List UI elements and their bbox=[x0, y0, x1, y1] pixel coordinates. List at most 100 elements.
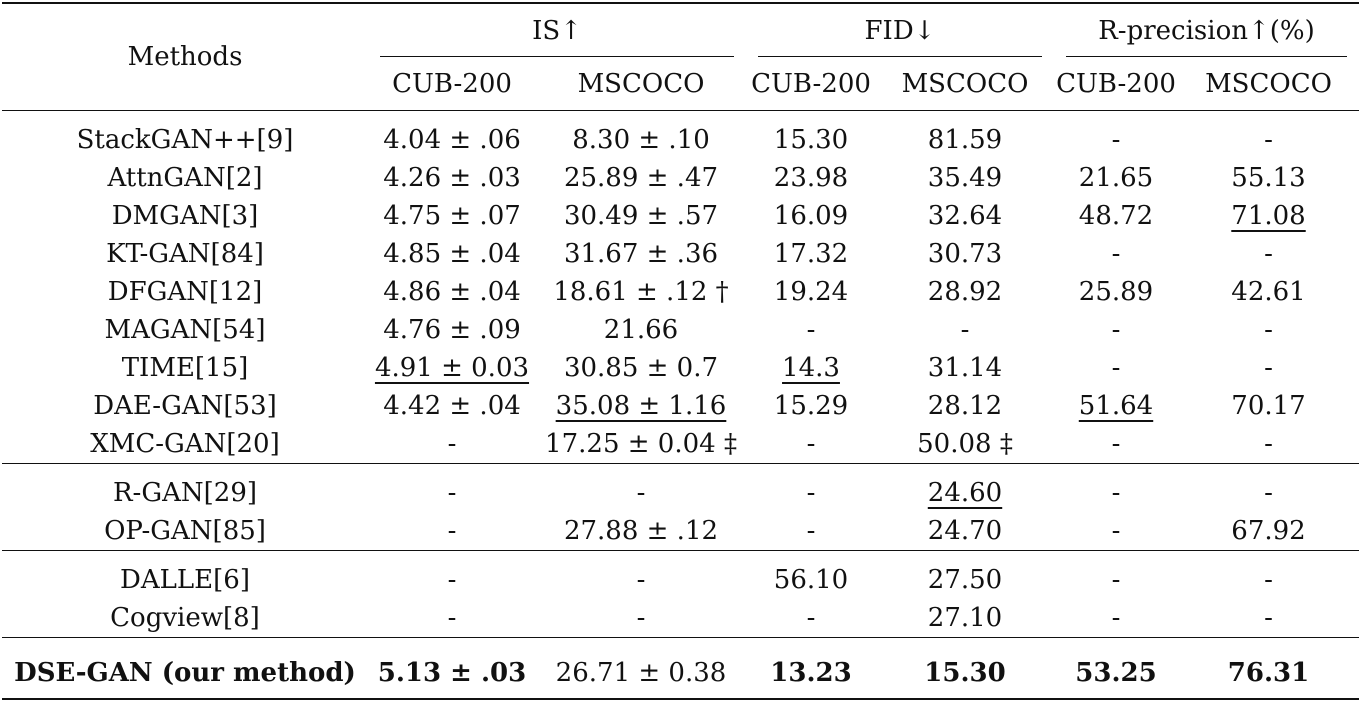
value-cell: - bbox=[1054, 561, 1178, 599]
value-cell: 15.30 bbox=[876, 648, 1054, 700]
value-cell: 53.25 bbox=[1054, 648, 1178, 700]
value-cell: 5.13 ± .03 bbox=[368, 648, 536, 700]
subheader-fid-mscoco: MSCOCO bbox=[901, 68, 1029, 99]
cell-value: 4.91 ± 0.03 bbox=[374, 353, 530, 383]
table-row: DFGAN[12] 4.86 ± .04 18.61 ± .12 † 19.24 28.… bbox=[2, 273, 1359, 311]
cell-value: - bbox=[1264, 125, 1273, 155]
value-cell: 4.26 ± .03 bbox=[368, 159, 536, 197]
value-cell: 15.29 bbox=[746, 387, 876, 425]
value-cell: - bbox=[1054, 474, 1178, 512]
cell-value: - bbox=[1111, 315, 1121, 345]
value-cell: 56.10 bbox=[746, 561, 876, 599]
table-row: OP-GAN[85] - 27.88 ± .12 - 24.70 - 67.92 bbox=[2, 512, 1359, 551]
cell-value: - bbox=[1264, 429, 1273, 459]
cell-value: - bbox=[806, 315, 816, 345]
value-cell: 71.08 bbox=[1178, 197, 1359, 235]
divider-cell bbox=[536, 637, 746, 648]
subheader-is-mscoco: MSCOCO bbox=[577, 68, 705, 99]
value-cell: 4.75 ± .07 bbox=[368, 197, 536, 235]
value-cell: 48.72 bbox=[1054, 197, 1178, 235]
cell-value: - bbox=[806, 603, 816, 633]
cell-value: 27.10 bbox=[927, 603, 1003, 633]
subheader-rp-cub: CUB-200 bbox=[1056, 68, 1176, 99]
cell-value: - bbox=[636, 603, 646, 633]
divider-cell bbox=[2, 637, 368, 648]
section-divider bbox=[2, 637, 1359, 648]
value-cell: 17.32 bbox=[746, 235, 876, 273]
group-rule bbox=[758, 56, 1042, 57]
cell-value: 17.32 bbox=[773, 239, 849, 269]
value-cell: 50.08 ‡ bbox=[876, 425, 1054, 464]
value-cell: 42.61 bbox=[1178, 273, 1359, 311]
cell-value: 42.61 bbox=[1231, 277, 1306, 307]
value-cell: 31.67 ± .36 bbox=[536, 235, 746, 273]
value-cell: 13.23 bbox=[746, 648, 876, 700]
divider-cell bbox=[746, 463, 876, 474]
cell-value: - bbox=[1111, 429, 1121, 459]
divider-cell bbox=[1054, 463, 1178, 474]
cell-value: - bbox=[447, 429, 457, 459]
value-cell: - bbox=[1054, 599, 1178, 638]
cell-value: - bbox=[1264, 353, 1273, 383]
cell-value: 25.89 ± .47 bbox=[563, 163, 719, 193]
cell-value: 19.24 bbox=[773, 277, 849, 307]
value-cell: - bbox=[1178, 349, 1359, 387]
value-cell: 25.89 bbox=[1054, 273, 1178, 311]
cell-value: 14.3 bbox=[782, 353, 840, 383]
divider-cell bbox=[2, 110, 368, 121]
cell-value: 21.66 bbox=[603, 315, 679, 345]
group-header-fid: FID↓ bbox=[746, 3, 1054, 57]
value-cell: - bbox=[536, 474, 746, 512]
cell-value: 30.73 bbox=[927, 239, 1003, 269]
cell-value: - bbox=[1264, 478, 1273, 508]
method-name: OP-GAN[85] bbox=[104, 516, 266, 546]
group-rule bbox=[1066, 56, 1347, 57]
group-rule bbox=[380, 56, 734, 57]
value-cell: 70.17 bbox=[1178, 387, 1359, 425]
value-cell: 55.13 bbox=[1178, 159, 1359, 197]
value-cell: 24.70 bbox=[876, 512, 1054, 551]
cell-value: 71.08 bbox=[1231, 201, 1306, 231]
cell-value: 48.72 bbox=[1078, 201, 1154, 231]
value-cell: 35.08 ± 1.16 bbox=[536, 387, 746, 425]
table-row: Cogview[8] - - - 27.10 - - bbox=[2, 599, 1359, 638]
cell-value: 4.85 ± .04 bbox=[383, 239, 521, 269]
cell-value: 4.86 ± .04 bbox=[383, 277, 521, 307]
header-row-groups: Methods IS↑ FID↓ R-precision↑(%) bbox=[2, 3, 1359, 70]
value-cell: 4.76 ± .09 bbox=[368, 311, 536, 349]
value-cell: - bbox=[536, 561, 746, 599]
divider-cell bbox=[368, 550, 536, 561]
divider-cell bbox=[1178, 550, 1359, 561]
section-divider bbox=[2, 463, 1359, 474]
value-cell: 67.92 bbox=[1178, 512, 1359, 551]
divider-cell bbox=[1178, 110, 1359, 121]
cell-value: - bbox=[1111, 239, 1121, 269]
cell-value: 4.04 ± .06 bbox=[383, 125, 521, 155]
value-cell: - bbox=[368, 599, 536, 638]
divider-cell bbox=[746, 110, 876, 121]
table-row: KT-GAN[84] 4.85 ± .04 31.67 ± .36 17.32 30.7… bbox=[2, 235, 1359, 273]
cell-value: - bbox=[806, 516, 816, 546]
value-cell: 25.89 ± .47 bbox=[536, 159, 746, 197]
cell-value: - bbox=[1264, 603, 1273, 633]
value-cell: 4.86 ± .04 bbox=[368, 273, 536, 311]
group-header-is-label: IS↑ bbox=[532, 15, 582, 46]
cell-value: 26.71 ± 0.38 bbox=[555, 658, 727, 688]
divider-cell bbox=[876, 637, 1054, 648]
cell-value: 5.13 ± .03 bbox=[377, 658, 527, 688]
divider-cell bbox=[536, 110, 746, 121]
method-name: DALLE[6] bbox=[120, 565, 250, 595]
cell-value: 28.12 bbox=[927, 391, 1003, 421]
table-body: StackGAN++[9] 4.04 ± .06 8.30 ± .10 15.30 81… bbox=[2, 110, 1359, 700]
divider-cell bbox=[1054, 110, 1178, 121]
cell-value: - bbox=[447, 603, 457, 633]
cell-value: 35.08 ± 1.16 bbox=[555, 391, 727, 421]
cell-value: 24.60 bbox=[927, 478, 1003, 508]
divider-cell bbox=[368, 110, 536, 121]
value-cell: - bbox=[1178, 561, 1359, 599]
cell-value: - bbox=[1111, 125, 1121, 155]
value-cell: 24.60 bbox=[876, 474, 1054, 512]
method-name: DFGAN[12] bbox=[107, 277, 263, 307]
cell-value: 50.08 ‡ bbox=[917, 429, 1013, 459]
